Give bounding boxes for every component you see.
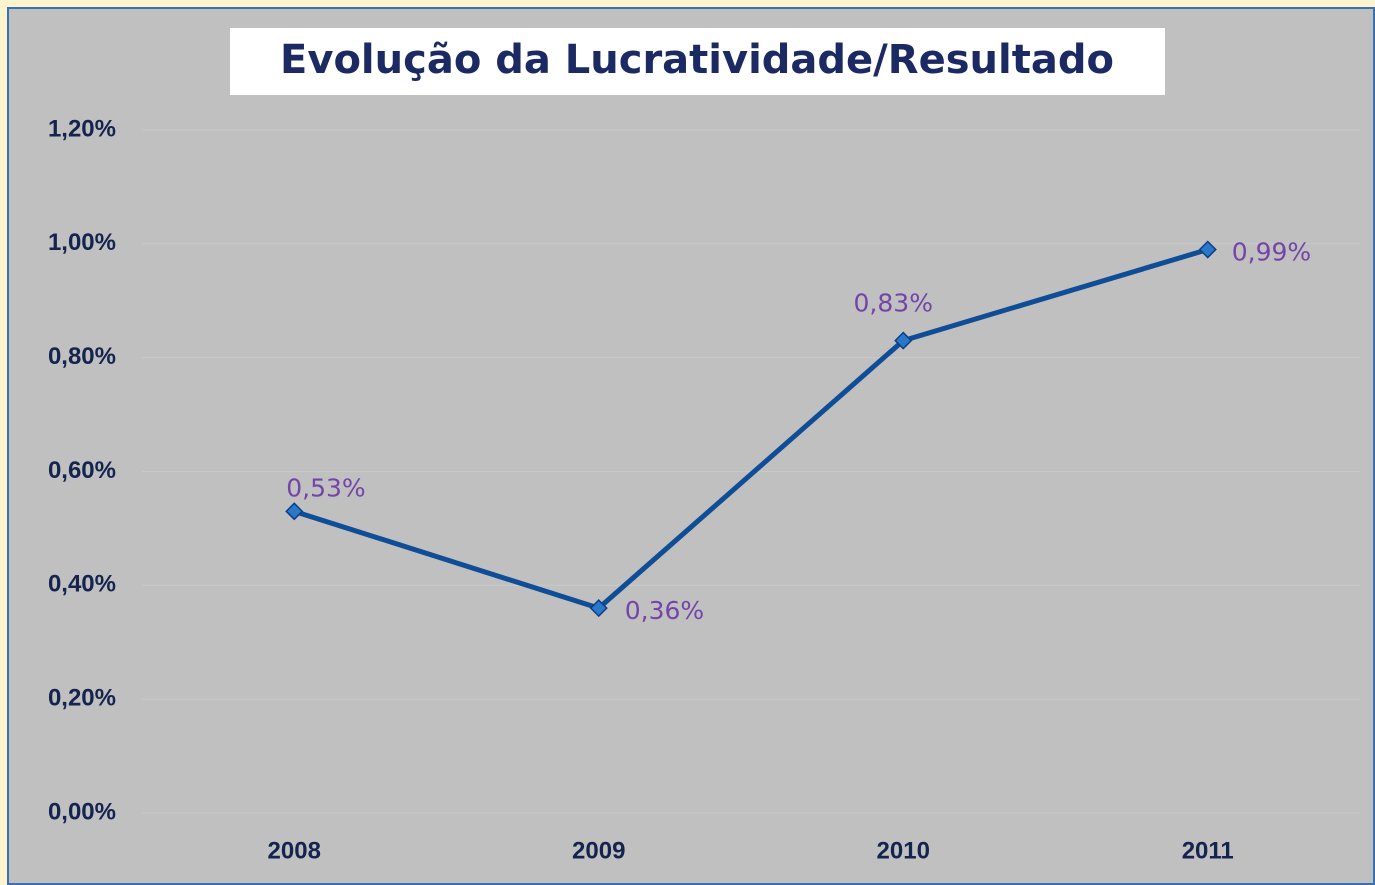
y-tick-label: 0,20% <box>48 685 116 712</box>
data-label: 0,53% <box>286 473 365 502</box>
marker <box>589 599 608 618</box>
data-label: 0,99% <box>1232 238 1311 267</box>
y-tick-label: 0,80% <box>48 343 116 370</box>
marker <box>1198 240 1217 259</box>
data-label: 0,83% <box>854 289 933 318</box>
chart-title: Evolução da Lucratividade/Resultado <box>280 37 1114 83</box>
marker <box>285 502 304 521</box>
data-label: 0,36% <box>625 596 704 625</box>
title-box <box>230 28 1165 95</box>
plot-background <box>7 7 1375 885</box>
x-tick-label: 2011 <box>1182 837 1234 864</box>
x-tick-label: 2010 <box>877 837 930 864</box>
x-tick-label: 2008 <box>268 837 321 864</box>
y-tick-label: 1,00% <box>48 229 116 256</box>
y-tick-label: 0,60% <box>48 457 116 484</box>
x-tick-label: 2009 <box>572 837 625 864</box>
marker <box>894 331 913 350</box>
line <box>293 247 1209 611</box>
y-tick-label: 0,00% <box>48 798 116 825</box>
y-tick-label: 1,20% <box>48 115 116 142</box>
y-tick-label: 0,40% <box>48 571 116 598</box>
